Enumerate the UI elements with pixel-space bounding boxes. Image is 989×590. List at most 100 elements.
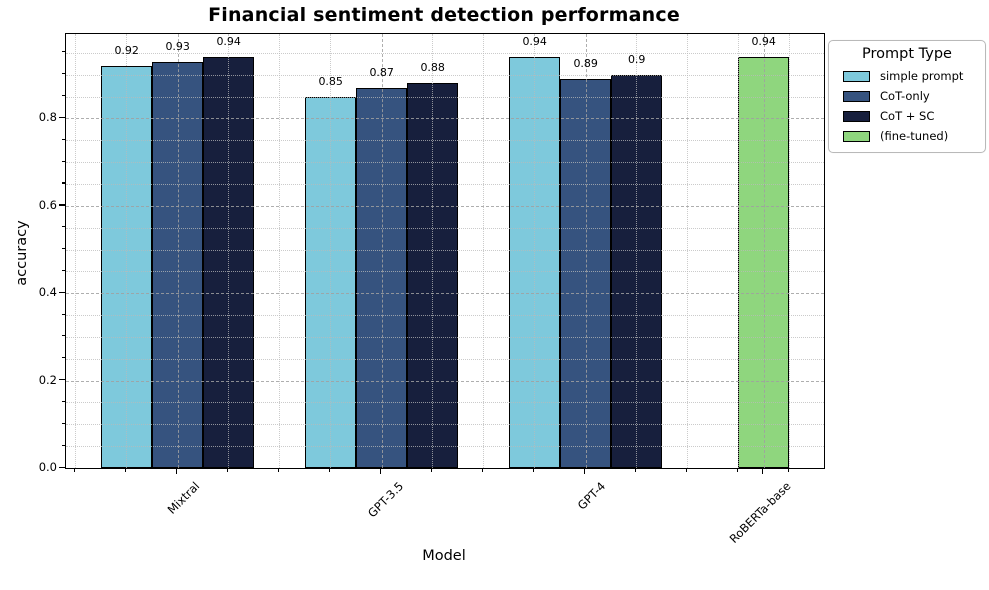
y-tick-label: 0.2 <box>38 372 57 387</box>
bar-cot-only-gpt-4 <box>560 79 612 468</box>
y-tick-minor <box>61 335 65 337</box>
x-tick-label-roberta-base: RoBERTa-base <box>726 479 794 546</box>
h-gridline-minor <box>66 140 824 142</box>
h-gridline-major <box>66 118 824 120</box>
y-tick-major <box>59 466 65 468</box>
v-gridline-minor <box>75 34 77 468</box>
v-gridline-minor <box>432 34 434 468</box>
y-tick-label: 0.8 <box>38 110 57 125</box>
h-gridline-minor <box>66 227 824 229</box>
v-gridline-minor <box>330 34 332 468</box>
y-tick-minor <box>61 182 65 184</box>
bar-simple-prompt-gpt-4 <box>509 57 561 468</box>
y-tick-major <box>59 116 65 119</box>
v-gridline-minor <box>483 34 485 468</box>
bar-value-label: 0.93 <box>165 39 190 53</box>
bar-value-label: 0.94 <box>522 35 547 49</box>
x-tick-major <box>584 468 586 475</box>
v-gridline-major <box>177 34 179 468</box>
h-gridline-minor <box>66 74 824 76</box>
v-gridline-major <box>763 34 765 468</box>
y-tick-minor <box>61 269 65 271</box>
x-tick-minor <box>685 468 687 472</box>
h-gridline-minor <box>66 315 824 317</box>
y-tick-label: 0.4 <box>38 285 57 300</box>
bar-cot-only-mixtral <box>152 61 204 468</box>
y-tick-minor <box>61 160 65 162</box>
v-gridline-major <box>585 34 587 468</box>
v-gridline-minor <box>534 34 536 468</box>
legend-item-cot-sc: CoT + SC <box>829 106 985 126</box>
x-tick-minor <box>226 468 228 472</box>
bar-value-label: 0.9 <box>627 52 646 66</box>
y-tick-minor <box>61 400 65 403</box>
v-gridline-minor <box>126 34 128 468</box>
bar-value-label: 0.87 <box>369 65 394 79</box>
bar-simple-prompt-gpt-3-5 <box>305 96 357 468</box>
x-tick-label-mixtral: Mixtral <box>164 479 202 517</box>
grid-layer <box>66 34 824 468</box>
legend-label: CoT + SC <box>880 109 935 123</box>
v-gridline-minor <box>636 34 638 468</box>
y-tick-minor <box>61 248 65 250</box>
x-tick-minor <box>124 468 126 472</box>
y-tick-label: 0.6 <box>38 197 57 212</box>
legend-title: Prompt Type <box>862 46 952 62</box>
y-tick-minor <box>61 73 65 75</box>
bar-value-label: 0.89 <box>573 57 598 71</box>
bar-value-label: 0.88 <box>420 61 445 75</box>
y-tick-minor <box>61 138 65 140</box>
x-tick-minor <box>787 468 789 472</box>
x-tick-minor <box>277 468 279 472</box>
y-tick-minor <box>61 357 65 359</box>
y-tick-major <box>59 379 65 381</box>
h-gridline-minor <box>66 96 824 98</box>
y-tick-minor <box>61 51 65 53</box>
x-tick-label-gpt-4: GPT-4 <box>574 479 608 513</box>
v-gridline-minor <box>738 34 740 468</box>
legend-label: simple prompt <box>880 69 964 83</box>
legend-rows: simple prompt CoT-only CoT + SC (fine-tuned… <box>829 66 985 146</box>
bar-cot-only-gpt-3-5 <box>356 87 408 468</box>
v-gridline-minor <box>279 34 281 468</box>
x-tick-minor <box>430 468 432 472</box>
bar-simple-prompt-mixtral <box>101 65 153 468</box>
y-tick-minor <box>61 313 65 315</box>
bar-value-label: 0.94 <box>751 35 776 49</box>
bar-fine-tuned-roberta-base <box>738 57 790 468</box>
h-gridline-minor <box>66 336 824 338</box>
plot-area: 0.92 0.85 0.94 0.93 0.87 0.89 0.94 0.88 0.9 0.94 <box>65 33 825 469</box>
h-gridline-minor <box>66 358 824 360</box>
y-tick-major <box>59 291 65 293</box>
h-gridline-minor <box>66 183 824 185</box>
bar-value-labels-layer: 0.92 0.85 0.94 0.93 0.87 0.89 0.94 0.88 0.9 0.94 <box>66 34 824 468</box>
x-tick-minor <box>481 468 483 472</box>
bar-cot-sc-gpt-3-5 <box>407 83 459 468</box>
h-gridline-minor <box>66 249 824 251</box>
y-tick-label: 0.0 <box>38 460 57 474</box>
h-gridline-major <box>66 380 824 382</box>
x-axis-title: Model <box>422 548 466 564</box>
x-tick-major <box>176 468 178 475</box>
y-axis-title: accuracy <box>14 220 30 286</box>
v-gridline-minor <box>228 34 230 468</box>
x-tick-minor <box>736 468 738 472</box>
h-gridline-minor <box>66 162 824 164</box>
legend-item-simple-prompt: simple prompt <box>829 66 985 86</box>
bars-layer <box>66 34 824 468</box>
legend-item-cot-only: CoT-only <box>829 86 985 106</box>
legend-swatch-icon <box>843 70 870 82</box>
v-gridline-major <box>381 34 383 468</box>
h-gridline-minor <box>66 424 824 426</box>
legend-label: CoT-only <box>880 89 930 103</box>
y-tick-minor <box>61 444 65 446</box>
legend-swatch-icon <box>843 90 870 102</box>
y-tick-minor <box>61 226 65 228</box>
y-tick-minor <box>61 95 65 97</box>
y-tick-major <box>59 204 65 206</box>
h-gridline-major <box>66 293 824 295</box>
legend-item-fine-tuned: (fine-tuned) <box>829 126 985 146</box>
x-tick-minor <box>73 468 75 472</box>
h-gridline-minor <box>66 52 824 54</box>
